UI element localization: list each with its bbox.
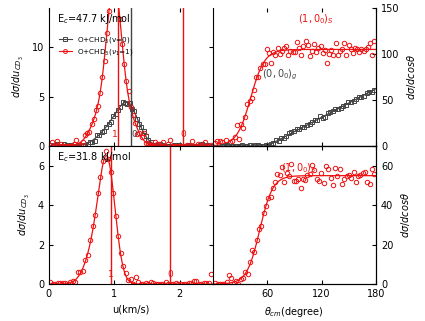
Y-axis label: $d\sigma/du_{CD_3}$: $d\sigma/du_{CD_3}$ [11, 56, 26, 98]
Text: E$_c$=31.8 kJ/mol: E$_c$=31.8 kJ/mol [57, 150, 131, 164]
Text: 0: 0 [180, 130, 186, 139]
Text: 1: 1 [112, 130, 118, 139]
Text: 0: 0 [131, 130, 137, 139]
X-axis label: u(km/s): u(km/s) [112, 305, 149, 315]
Y-axis label: $d\sigma/dcos\theta$: $d\sigma/dcos\theta$ [399, 192, 412, 238]
Text: 1: 1 [108, 270, 114, 279]
Y-axis label: $d\sigma/du_{CD_3}$: $d\sigma/du_{CD_3}$ [17, 194, 32, 236]
Y-axis label: $d\sigma/dcos\theta$: $d\sigma/dcos\theta$ [405, 54, 418, 100]
Text: $(0,0_0)_g$: $(0,0_0)_g$ [261, 67, 298, 82]
Text: 0: 0 [167, 270, 173, 279]
X-axis label: $\theta_{cm}$(degree): $\theta_{cm}$(degree) [264, 305, 324, 318]
Text: E$_c$=47.7 kJ/mol: E$_c$=47.7 kJ/mol [57, 12, 130, 26]
Text: $(1,0_0)_S$: $(1,0_0)_S$ [281, 161, 317, 175]
Text: $(1,0_0)_S$: $(1,0_0)_S$ [298, 12, 334, 26]
Legend: O+CHD$_3$(v=0), O+CHD$_3$($\nu_1$=1): O+CHD$_3$(v=0), O+CHD$_3$($\nu_1$=1) [56, 32, 137, 60]
